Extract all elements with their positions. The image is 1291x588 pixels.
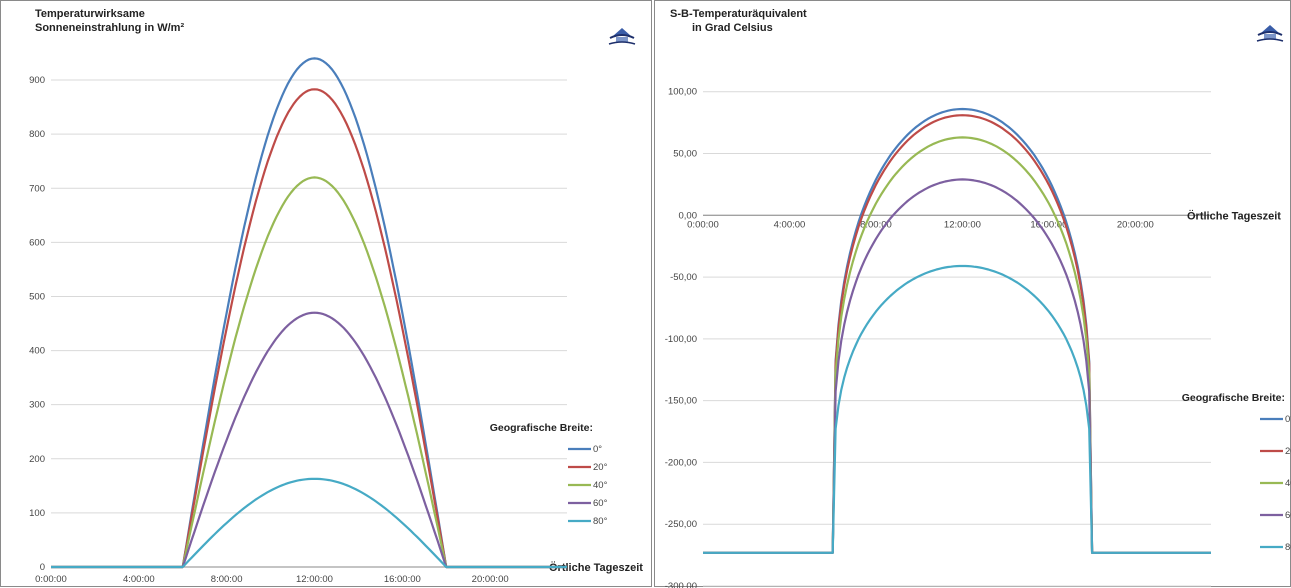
x-tick-label: 16:00:00 [384, 574, 421, 585]
legend-item-label: 80° [593, 516, 608, 527]
series-line-80deg [703, 264, 1211, 554]
x-tick-label: 12:00:00 [944, 219, 981, 230]
y-tick-label: 50,00 [673, 149, 697, 160]
legend-item-label: 40° [1285, 478, 1291, 489]
y-tick-label: 100 [29, 508, 45, 519]
legend-item-label: 60° [1285, 510, 1291, 521]
y-tick-label: 500 [29, 291, 45, 302]
series-line-20deg [703, 114, 1211, 554]
legend-item-label: 0° [1285, 414, 1291, 425]
series-line-80deg [51, 477, 567, 569]
legend-item-label: 40° [593, 480, 608, 491]
y-tick-label: 0 [40, 562, 45, 573]
y-tick-label: -300,00 [665, 581, 697, 588]
y-tick-label: 200 [29, 454, 45, 465]
y-tick-label: 300 [29, 400, 45, 411]
x-tick-label: 4:00:00 [123, 574, 155, 585]
series-line-60deg [703, 178, 1211, 554]
y-tick-label: -200,00 [665, 457, 697, 468]
y-tick-label: -50,00 [670, 272, 697, 283]
series-line-0deg [51, 57, 567, 569]
series-line-40deg [703, 136, 1211, 554]
x-tick-label: 0:00:00 [687, 219, 719, 230]
x-tick-label: 0:00:00 [35, 574, 67, 585]
irradiance-chart: 0 100 200 300 400 500 600 700 800 900 0:00:00 4:00:… [29, 57, 643, 585]
chart2-title-line2: in Grad Celsius [692, 22, 773, 34]
legend-title: Geografische Breite: [490, 422, 593, 434]
series-line-20deg [51, 88, 567, 569]
legend-title: Geografische Breite: [1182, 392, 1285, 404]
y-tick-label: 400 [29, 346, 45, 357]
legend-item-label: 80° [1285, 542, 1291, 553]
x-axis-title: Örtliche Tageszeit [549, 561, 643, 574]
x-tick-label: 8:00:00 [860, 219, 892, 230]
y-tick-label: 0,00 [679, 210, 698, 221]
temperature-chart-panel: S-B-Temperaturäquivalent in Grad Celsius… [654, 0, 1291, 588]
chart1-title-line1: Temperaturwirksame [35, 8, 145, 20]
x-tick-label: 12:00:00 [296, 574, 333, 585]
x-tick-label: 20:00:00 [472, 574, 509, 585]
x-tick-label: 4:00:00 [774, 219, 806, 230]
series-line-40deg [51, 176, 567, 569]
y-tick-label: -100,00 [665, 334, 697, 345]
y-tick-label: 900 [29, 75, 45, 86]
x-tick-label: 20:00:00 [1117, 219, 1154, 230]
observatory-logo-icon [608, 28, 636, 45]
x-axis-title: Örtliche Tageszeit [1187, 209, 1281, 222]
series-line-0deg [703, 107, 1211, 554]
y-tick-label: -250,00 [665, 519, 697, 530]
y-tick-label: 800 [29, 129, 45, 140]
temperature-chart: 100,00 50,00 0,00 -50,00 -100,00 -150,00 -200,… [665, 87, 1291, 588]
irradiance-chart-panel: Temperaturwirksame Sonneneinstrahlung in… [0, 0, 652, 587]
legend-item-label: 20° [593, 462, 608, 473]
chart1-title: Temperaturwirksame Sonneneinstrahlung in… [35, 7, 184, 35]
legend-item-label: 60° [593, 498, 608, 509]
chart2-title-line1: S-B-Temperaturäquivalent [670, 8, 807, 20]
y-tick-label: 700 [29, 183, 45, 194]
observatory-logo-icon [1256, 25, 1284, 42]
series-line-60deg [51, 311, 567, 569]
y-tick-label: 100,00 [668, 87, 697, 98]
chart2-title: S-B-Temperaturäquivalent in Grad Celsius [670, 7, 807, 35]
legend-item-label: 20° [1285, 446, 1291, 457]
x-tick-label: 16:00:00 [1030, 219, 1067, 230]
legend-item-label: 0° [593, 444, 602, 455]
x-tick-label: 8:00:00 [211, 574, 243, 585]
y-tick-label: 600 [29, 237, 45, 248]
chart1-title-line2: Sonneneinstrahlung in W/m² [35, 22, 185, 34]
y-tick-label: -150,00 [665, 396, 697, 407]
